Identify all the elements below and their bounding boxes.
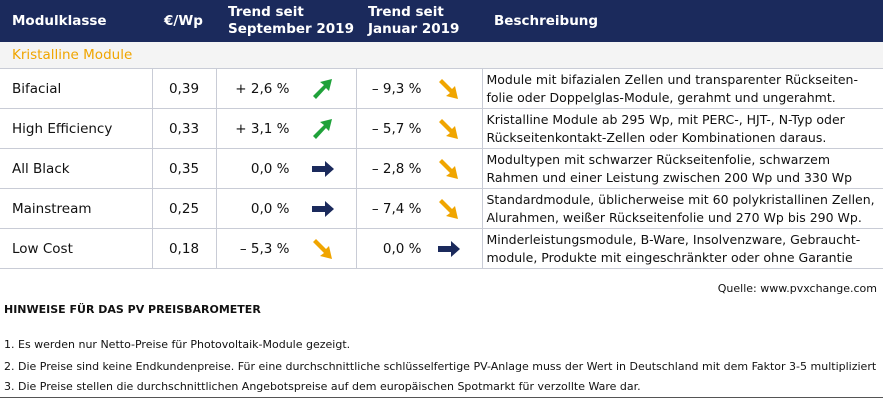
row-description: Kristalline Module ab 295 Wp, mit PERC-,… [482,108,883,149]
row-description: Minderleistungsmodule, B-Ware, Insolvenz… [482,228,883,269]
row-description: Modultypen mit schwarzer Rückseitenfolie… [482,148,883,189]
header-modulklasse: Modulklasse [0,0,152,42]
trend-down-arrow-icon [310,236,336,262]
trend-down-arrow-icon [436,156,462,182]
row-trend-jan: – 2,8 % [356,148,483,189]
table-row: All Black 0,35 0,0 % – 2,8 % Modultypen … [0,148,883,189]
note-item: 2. Die Preise sind keine Endkundenpreise… [4,360,877,373]
trend-up-arrow-icon [310,76,336,102]
trend-flat-arrow-icon [310,156,336,182]
notes-title: HINWEISE FÜR DAS PV PREISBAROMETER [4,303,261,316]
row-trend-sep: + 2,6 % [216,68,357,109]
trend-down-arrow-icon [436,76,462,102]
note-item: 1. Es werden nur Netto-Preise für Photov… [4,338,351,351]
trend-flat-arrow-icon [436,236,462,262]
row-name: High Efficiency [0,108,153,149]
row-name: Low Cost [0,228,153,269]
row-name: All Black [0,148,153,189]
row-trend-jan: – 5,7 % [356,108,483,149]
header-trend-januar: Trend seit Januar 2019 [356,0,482,42]
row-name: Mainstream [0,188,153,229]
header-beschreibung: Beschreibung [482,0,883,42]
row-name: Bifacial [0,68,153,109]
row-price: 0,35 [152,148,217,189]
row-trend-jan: 0,0 % [356,228,483,269]
row-description: Module mit bifazialen Zellen und transpa… [482,68,883,109]
row-trend-jan: – 7,4 % [356,188,483,229]
table-row: Bifacial 0,39 + 2,6 % – 9,3 % Module mit… [0,68,883,109]
table-row: Low Cost 0,18 – 5,3 % 0,0 % Minderleistu… [0,228,883,269]
section-label: Kristalline Module [0,42,883,69]
trend-down-arrow-icon [436,196,462,222]
header-price: €/Wp [152,0,216,42]
source-credit: Quelle: www.pvxchange.com [717,282,877,295]
row-trend-sep: – 5,3 % [216,228,357,269]
header-trend-september: Trend seit September 2019 [216,0,356,42]
trend-flat-arrow-icon [310,196,336,222]
row-price: 0,33 [152,108,217,149]
table-header-row: Modulklasse €/Wp Trend seit September 201… [0,0,883,42]
row-trend-sep: 0,0 % [216,148,357,189]
section-row: Kristalline Module [0,42,883,69]
row-price: 0,18 [152,228,217,269]
trend-up-arrow-icon [310,116,336,142]
row-trend-jan: – 9,3 % [356,68,483,109]
row-trend-sep: 0,0 % [216,188,357,229]
row-description: Standardmodule, üblicherweise mit 60 pol… [482,188,883,229]
table-row: Mainstream 0,25 0,0 % – 7,4 % Standardmo… [0,188,883,229]
trend-down-arrow-icon [436,116,462,142]
row-trend-sep: + 3,1 % [216,108,357,149]
row-price: 0,39 [152,68,217,109]
note-item: 3. Die Preise stellen die durchschnittli… [4,380,641,393]
row-price: 0,25 [152,188,217,229]
bottom-divider [0,397,883,398]
table-row: High Efficiency 0,33 + 3,1 % – 5,7 % Kri… [0,108,883,149]
price-table: Modulklasse €/Wp Trend seit September 201… [0,0,883,269]
